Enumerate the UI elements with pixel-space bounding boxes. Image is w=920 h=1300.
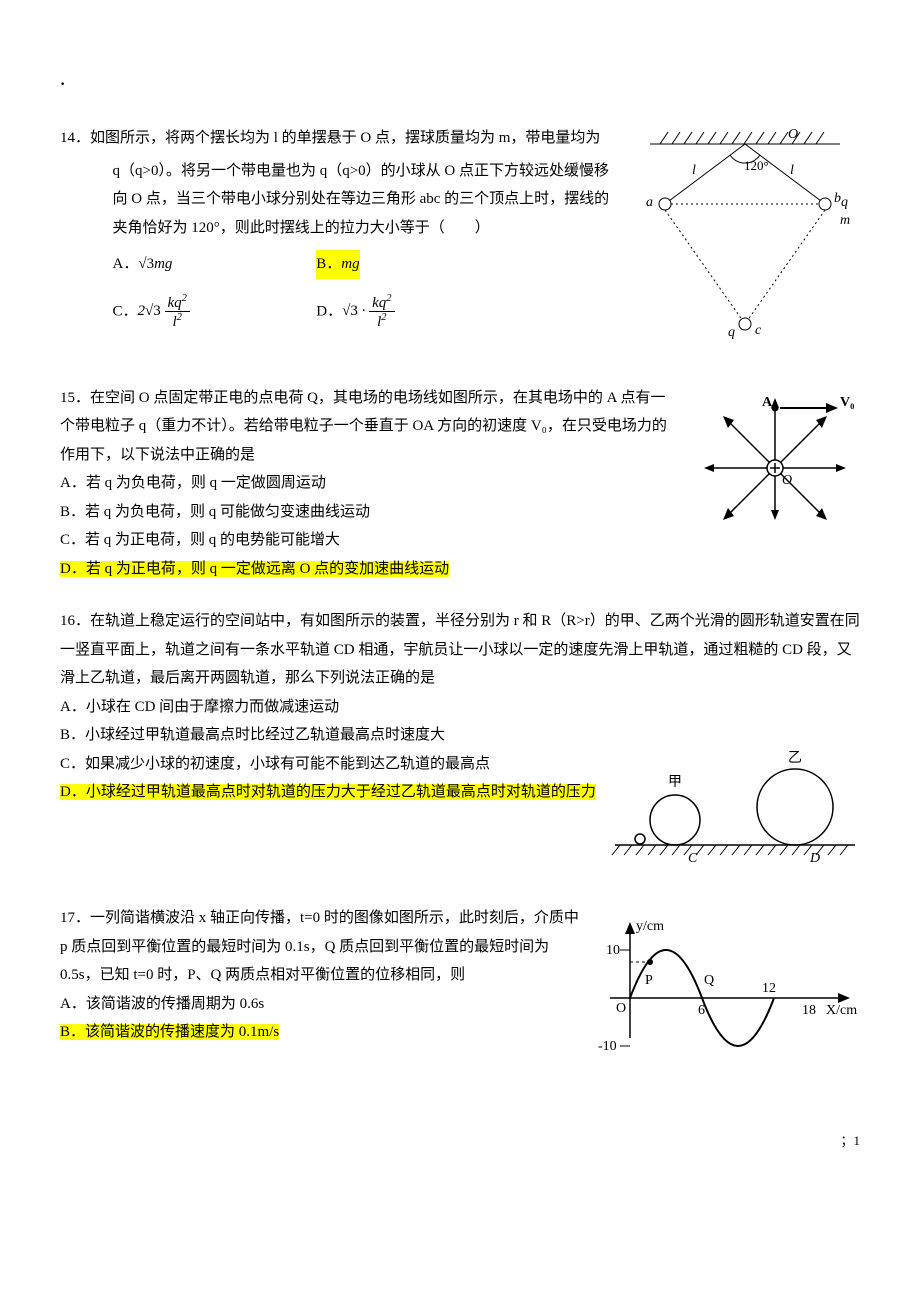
svg-text:乙: 乙 (788, 750, 802, 766)
q16-option-b: B．小球经过甲轨道最高点时比经过乙轨道最高点时速度大 (60, 721, 860, 750)
svg-text:120°: 120° (744, 158, 769, 173)
svg-text:D: D (809, 851, 820, 866)
svg-text:c: c (755, 323, 762, 338)
svg-text:X/cm: X/cm (826, 1003, 857, 1018)
svg-text:P: P (645, 973, 653, 988)
svg-text:6: 6 (698, 1003, 705, 1018)
page-number: ；1 (60, 1129, 860, 1154)
q14-option-d: D．√3 · kq2l2 (316, 293, 394, 331)
q16-number: 16． (60, 613, 90, 629)
svg-text:a: a (646, 195, 653, 210)
svg-text:12: 12 (762, 981, 776, 996)
svg-text:Q: Q (704, 973, 714, 988)
svg-text:10: 10 (606, 943, 620, 958)
q15-option-d: D．若 q 为正电荷，则 q 一定做远离 O 点的变加速曲线运动 (60, 561, 449, 577)
q16-option-d: D．小球经过甲轨道最高点时对轨道的压力大于经过乙轨道最高点时对轨道的压力 (60, 784, 596, 800)
q15-number: 15． (60, 390, 90, 406)
svg-text:b: b (834, 191, 841, 206)
q14-option-c: C．2√3 kq2l2 (113, 293, 313, 331)
svg-text:l: l (692, 163, 696, 178)
svg-text:O: O (782, 473, 792, 488)
q15-stem: 在空间 O 点固定带正电的点电荷 Q，其电场的电场线如图所示，在其电场中的 A … (60, 390, 667, 463)
q14-figure: O l l 120° a b q m c q (630, 124, 860, 360)
q14-number: 14． (60, 130, 90, 146)
svg-text:-10: -10 (598, 1039, 617, 1054)
q17-stem: 一列简谐横波沿 x 轴正向传播，t=0 时的图像如图所示，此时刻后，介质中 p … (60, 910, 579, 983)
svg-text:甲: 甲 (668, 775, 682, 790)
q16-figure: 甲 乙 C D (610, 750, 860, 881)
question-17: y/cm X/cm 10 -10 O 6 12 18 P Q 17．一列简谐横波… (60, 904, 860, 1069)
q15-option-c: C．若 q 为正电荷，则 q 的电势能可能增大 (60, 526, 860, 555)
q16-option-a: A．小球在 CD 间由于摩擦力而做减速运动 (60, 693, 860, 722)
q14-option-b: B．mg (316, 250, 359, 279)
svg-text:m: m (840, 213, 850, 228)
q16-stem: 在轨道上稳定运行的空间站中，有如图所示的装置，半径分别为 r 和 R（R>r）的… (60, 613, 860, 686)
q15-figure: A V₀ O (690, 390, 860, 531)
svg-text:l: l (790, 163, 794, 178)
q17-figure: y/cm X/cm 10 -10 O 6 12 18 P Q (590, 908, 860, 1069)
svg-text:C: C (688, 851, 698, 866)
svg-text:q: q (728, 325, 735, 340)
q17-option-b: B．该简谐波的传播速度为 0.1m/s (60, 1024, 279, 1040)
leading-dot: · (60, 70, 860, 100)
q17-number: 17． (60, 910, 90, 926)
svg-text:O: O (788, 127, 798, 142)
svg-text:y/cm: y/cm (636, 919, 664, 934)
question-15: A V₀ O 15．在空间 O 点固定带正电的点电荷 Q，其电场的电场线如图所示… (60, 384, 860, 584)
svg-text:V₀: V₀ (840, 395, 854, 410)
svg-text:O: O (616, 1001, 626, 1016)
svg-text:A: A (762, 395, 773, 410)
svg-text:18: 18 (802, 1003, 816, 1018)
q14-stem-line1: 如图所示，将两个摆长均为 l 的单摆悬于 O 点，摆球质量均为 m，带电量均为 (90, 130, 600, 146)
question-14: O l l 120° a b q m c q 14．如图所示，将两个摆长均为 l… (60, 124, 860, 360)
svg-text:q: q (841, 195, 848, 210)
q14-option-a: A．√3mg (113, 250, 313, 279)
question-16: 16．在轨道上稳定运行的空间站中，有如图所示的装置，半径分别为 r 和 R（R>… (60, 607, 860, 880)
